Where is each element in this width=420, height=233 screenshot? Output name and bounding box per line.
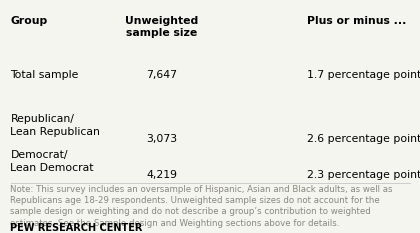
Text: Republican/
Lean Republican: Republican/ Lean Republican <box>10 114 100 137</box>
Text: Plus or minus ...: Plus or minus ... <box>307 16 406 26</box>
Text: 4,219: 4,219 <box>146 170 177 180</box>
Text: PEW RESEARCH CENTER: PEW RESEARCH CENTER <box>10 223 143 233</box>
Text: Democrat/
Lean Democrat: Democrat/ Lean Democrat <box>10 150 94 173</box>
Text: 7,647: 7,647 <box>146 70 177 80</box>
Text: 3,073: 3,073 <box>146 134 177 144</box>
Text: Unweighted
sample size: Unweighted sample size <box>125 16 198 38</box>
Text: 1.7 percentage points: 1.7 percentage points <box>307 70 420 80</box>
Text: Total sample: Total sample <box>10 70 79 80</box>
Text: Note: This survey includes an oversample of Hispanic, Asian and Black adults, as: Note: This survey includes an oversample… <box>10 185 393 228</box>
Text: Group: Group <box>10 16 48 26</box>
Text: 2.6 percentage points: 2.6 percentage points <box>307 134 420 144</box>
Text: 2.3 percentage points: 2.3 percentage points <box>307 170 420 180</box>
